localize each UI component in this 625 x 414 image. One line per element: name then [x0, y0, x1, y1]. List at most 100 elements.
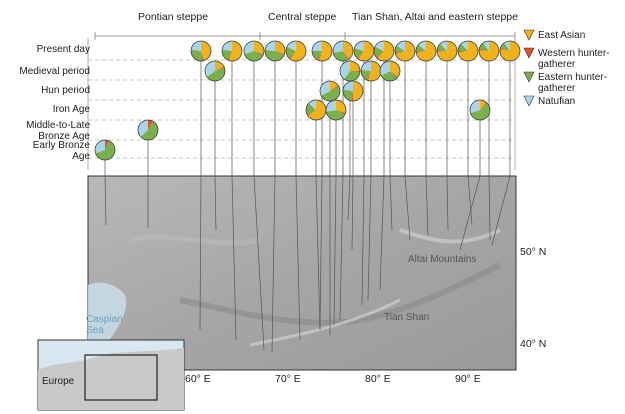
pie-slice — [140, 121, 158, 140]
pie-outline — [264, 40, 286, 62]
region-label-central: Central steppe — [268, 11, 337, 23]
pie-slice — [437, 50, 447, 52]
caspian-label: Caspian Sea — [86, 314, 123, 336]
pie-slice — [480, 101, 487, 110]
legend-swatch-natufian — [523, 95, 535, 107]
pie-slice — [395, 41, 416, 61]
pie-slice — [244, 51, 264, 62]
pie-slice — [458, 51, 468, 53]
pie-outline — [394, 40, 416, 62]
leader-line — [231, 61, 237, 341]
leader-line — [379, 61, 385, 291]
pie-slice — [381, 71, 398, 81]
pie-slice — [312, 51, 322, 61]
leader-line — [491, 61, 511, 246]
pie-slice — [289, 51, 296, 60]
pie-slice — [330, 81, 339, 91]
pie-slice — [470, 100, 480, 114]
lat-tick-40: 40° N — [520, 338, 547, 350]
pie-slice — [325, 100, 336, 112]
pie-slice — [138, 120, 148, 137]
pie-outline — [436, 40, 458, 62]
sample-leader-lines — [104, 61, 511, 353]
pie-outline — [204, 60, 226, 82]
lon-tick-80: 80° E — [365, 373, 391, 385]
pie-slice — [500, 41, 521, 62]
pie-slice — [105, 140, 109, 150]
pie-slice — [312, 41, 322, 51]
period-label-hun: Hun period — [41, 85, 90, 96]
pie-slice — [330, 85, 339, 91]
pie-slice — [377, 41, 394, 62]
pie-slice — [367, 61, 381, 81]
period-label-eba: Early Bronze Age — [32, 140, 90, 162]
pie-outline — [373, 40, 395, 62]
pie-slice — [500, 42, 510, 51]
legend-swatch-eastern-hg — [523, 71, 535, 83]
lon-tick-60: 60° E — [185, 373, 211, 385]
pie-outline — [478, 40, 500, 62]
pie-slice — [215, 61, 225, 71]
pie-slice — [326, 110, 346, 121]
pie-outline — [190, 40, 212, 62]
lon-tick-70: 70° E — [275, 373, 301, 385]
region-brackets — [94, 32, 516, 40]
leader-line — [446, 61, 449, 231]
legend-label-western-hg: Western hunter-gatherer — [538, 48, 610, 70]
pie-slice — [479, 42, 489, 51]
pie-slice — [470, 102, 491, 121]
leader-line — [367, 81, 372, 301]
pie-slice — [275, 51, 285, 56]
leader-line — [339, 61, 344, 321]
pie-slice — [458, 41, 479, 61]
leader-line — [295, 61, 301, 341]
leader-line — [351, 101, 354, 251]
pie-slice — [286, 41, 296, 51]
pie-slice — [205, 61, 215, 77]
pie-slice — [191, 41, 201, 51]
legend-swatch-east-asian — [523, 29, 535, 41]
pie-slice — [500, 47, 510, 51]
pie-slice — [357, 51, 364, 60]
pie-slice — [395, 45, 405, 53]
leader-line — [488, 61, 491, 241]
pie-slice — [350, 71, 360, 73]
ancestry-pies — [94, 40, 521, 161]
pie-slice — [350, 61, 360, 71]
pie-outline — [342, 80, 364, 102]
pie-slice — [321, 86, 340, 101]
pie-slice — [343, 51, 349, 60]
pie-slice — [344, 71, 360, 81]
leader-line — [333, 120, 337, 326]
pie-slice — [307, 110, 316, 116]
pie-slice — [361, 61, 371, 71]
pie-slice — [374, 41, 384, 51]
region-label-eastern: Tian Shan, Altai and eastern steppe — [352, 11, 518, 23]
pie-slice — [416, 41, 436, 61]
lat-tick-50: 50° N — [520, 246, 547, 258]
pie-slice — [201, 41, 212, 61]
period-label-medieval: Medieval period — [19, 66, 90, 77]
pie-slice — [265, 41, 275, 51]
map-panel — [87, 175, 517, 371]
pie-slice — [254, 41, 264, 55]
leader-line — [214, 81, 217, 231]
period-label-iron: Iron Age — [52, 104, 90, 115]
mountain-ridge — [179, 262, 502, 326]
pie-slice — [244, 41, 254, 55]
legend-label-east-asian: East Asian — [538, 30, 586, 41]
altai-label: Altai Mountains — [408, 254, 477, 265]
pie-slice — [374, 46, 384, 58]
legend-swatch-western-hg — [523, 47, 535, 59]
pie-slice — [318, 41, 332, 61]
leader-line — [199, 61, 202, 331]
leader-line — [104, 160, 107, 226]
pie-outline — [325, 99, 347, 121]
pie-slice — [343, 81, 353, 91]
region-label-pontian: Pontian steppe — [138, 11, 209, 23]
period-label-mlba: Middle-to-Late Bronze Age — [26, 120, 90, 142]
pie-slice — [354, 41, 364, 51]
leader-line — [404, 61, 411, 241]
pie-slice — [483, 41, 489, 51]
